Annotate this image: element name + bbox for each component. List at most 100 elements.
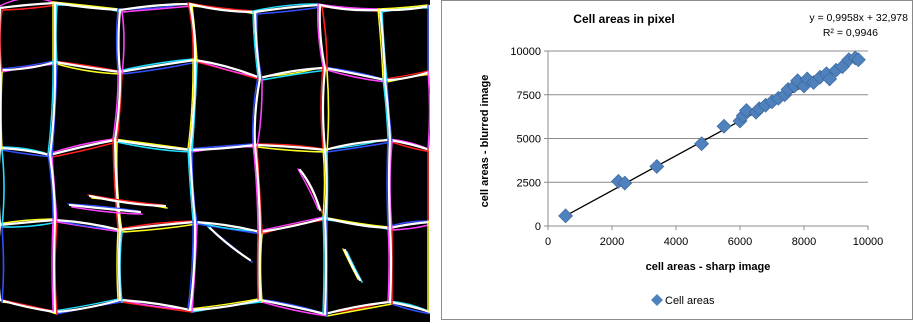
cell-edge <box>383 70 430 82</box>
cell-edge <box>323 138 392 152</box>
cell-edge <box>52 218 57 314</box>
cell-edge <box>323 148 328 220</box>
cell-edge <box>208 226 252 262</box>
cell-edge <box>323 300 392 316</box>
cell-edge-tint <box>382 78 389 140</box>
cell-edge <box>388 226 393 304</box>
cell-edge-tint <box>0 0 54 7</box>
cell-edge <box>0 146 52 157</box>
x-tick-label: 0 <box>545 236 551 248</box>
y-tick-label: 10000 <box>510 46 541 58</box>
y-tick-label: 7500 <box>517 90 541 102</box>
cell-edge-tint <box>261 69 328 81</box>
cell-edge <box>258 216 327 234</box>
cell-edge-tint <box>52 298 119 312</box>
cell-edge <box>188 2 257 14</box>
cell-edge <box>318 3 327 70</box>
cell-edge-tint <box>326 303 393 317</box>
scatter-chart: Cell areas in pixel y = 0,9958x + 32,978… <box>479 12 908 307</box>
cell-edge-tint <box>297 168 319 210</box>
cell-edge <box>188 220 197 312</box>
cell-edge <box>388 300 430 314</box>
cell-edge <box>53 60 122 74</box>
data-point <box>617 175 633 191</box>
cell-edge <box>258 230 262 302</box>
cell-edge-tint <box>252 143 324 150</box>
data-point <box>694 136 710 152</box>
data-point <box>558 208 574 224</box>
cell-edge <box>118 58 197 74</box>
cell-edge <box>323 216 328 316</box>
cell-edge-tint <box>116 228 119 300</box>
trendline-equation: y = 0,9958x + 32,978 <box>809 12 908 24</box>
cell-edge <box>188 298 262 312</box>
cell-edge-tint <box>0 60 54 70</box>
x-tick-label: 10000 <box>853 236 884 248</box>
cell-edge-tint <box>121 5 193 13</box>
y-tick-label: 5000 <box>517 134 541 146</box>
y-axis-label: cell areas - blurred image <box>479 75 491 208</box>
cell-edge <box>298 168 322 212</box>
cell-edge-tint <box>317 3 324 68</box>
chart-panel: Cell areas in pixel y = 0,9958x + 32,978… <box>441 0 913 320</box>
legend-marker-icon <box>651 294 663 306</box>
cell-edge <box>323 216 392 230</box>
cell-edge <box>388 220 430 230</box>
cell-edge-tint <box>51 141 118 158</box>
cell-edge-tint <box>252 3 319 12</box>
y-tick-label: 2500 <box>517 177 541 189</box>
cell-edge-tint <box>252 76 259 145</box>
cell-edge-tint <box>112 138 119 230</box>
cell-edge <box>118 220 197 232</box>
legend-label: Cell areas <box>665 295 715 307</box>
cell-edge <box>113 138 192 152</box>
cell-edge <box>378 8 387 82</box>
cell-edge <box>378 4 430 12</box>
cell-edge-tint <box>121 223 198 233</box>
cell-edge-tint <box>252 143 259 232</box>
x-tick-label: 4000 <box>664 236 688 248</box>
cell-edge-tint <box>386 138 389 228</box>
legend: Cell areas <box>651 294 715 307</box>
cell-edge <box>253 143 327 152</box>
cell-edge-tint <box>261 301 328 317</box>
cell-edge <box>253 76 262 147</box>
cell-edge-tint <box>257 216 324 232</box>
cell-edge <box>113 138 122 232</box>
cell-edge-tint <box>187 220 194 310</box>
cell-edge <box>118 298 192 312</box>
cell-edge-tint <box>116 141 193 153</box>
cell-edge-tint <box>47 60 54 155</box>
cell-edge-tint <box>47 138 114 155</box>
data-point <box>649 159 665 174</box>
cell-edge-tint <box>47 153 54 220</box>
cell-edge-tint <box>67 203 139 212</box>
x-tick-labels: 0 2000 4000 6000 8000 10000 <box>545 236 883 248</box>
cell-edge-tint <box>112 70 119 140</box>
cell-edge-tint <box>56 63 123 75</box>
cell-edge-tint <box>326 69 388 83</box>
cell-edge-tint <box>1 4 58 11</box>
x-tick-label: 8000 <box>792 236 816 248</box>
cell-edge <box>188 148 197 224</box>
y-tick-labels: 0 2500 5000 7500 10000 <box>510 46 541 233</box>
cell-boundary-image <box>0 0 430 322</box>
cell-edge <box>68 203 142 214</box>
cell-edge-tint <box>391 303 430 315</box>
cell-edge <box>253 10 262 80</box>
x-tick-label: 2000 <box>600 236 624 248</box>
cell-edge-tint <box>121 61 198 75</box>
cell-edge <box>258 66 327 80</box>
cell-edge-tint <box>187 58 194 150</box>
cell-edge <box>258 298 327 316</box>
cell-edge-tint <box>326 69 330 153</box>
cell-edge-tint <box>256 6 323 15</box>
cell-edge <box>53 1 122 12</box>
cell-edge-tint <box>117 220 194 230</box>
cell-edge <box>113 70 122 142</box>
cell-edge <box>323 66 387 82</box>
cell-edge <box>343 248 362 282</box>
cell-edge <box>118 2 192 12</box>
cell-edge <box>0 218 57 227</box>
cell-edge-tint <box>187 143 254 150</box>
